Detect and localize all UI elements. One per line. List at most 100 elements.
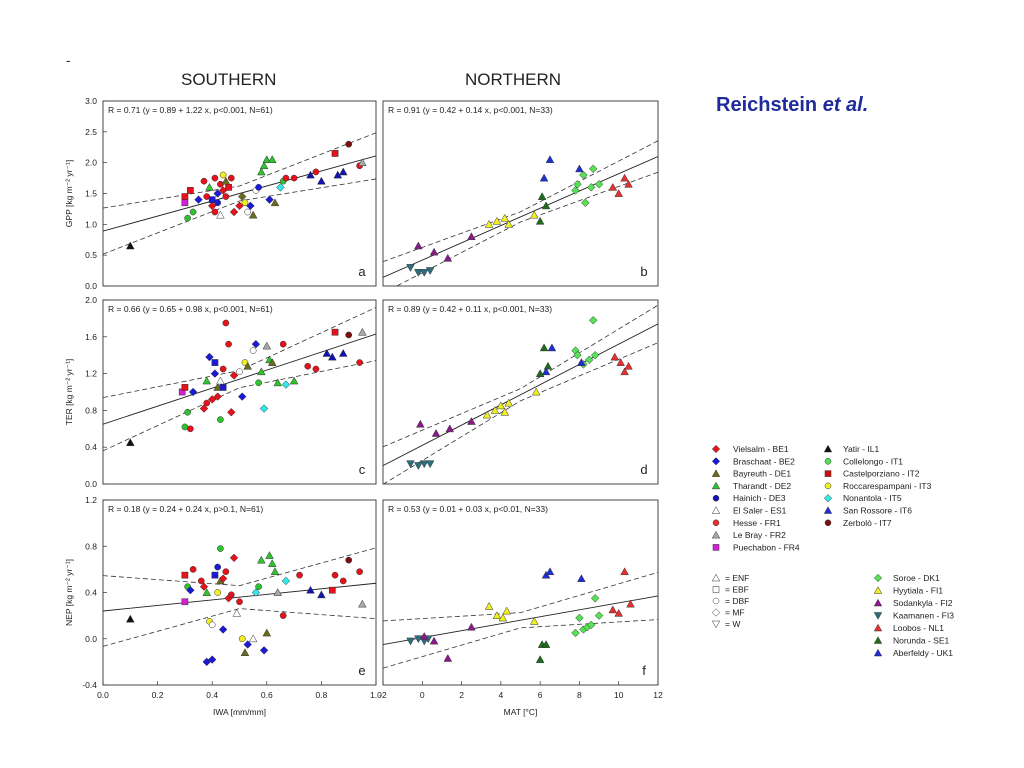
data-point — [217, 545, 224, 552]
data-point — [594, 611, 604, 620]
data-point — [339, 577, 347, 585]
legend-label: Puechabon - FR4 — [733, 542, 800, 552]
data-point — [265, 551, 274, 559]
legend-label: Hainich - DE3 — [733, 493, 786, 503]
panel-label: a — [358, 264, 366, 279]
legend-label: Collelongo - IT1 — [843, 456, 903, 466]
x-tick-label: 4 — [498, 690, 503, 700]
data-point — [267, 155, 277, 163]
data-point — [202, 588, 212, 596]
regression-line — [103, 155, 376, 232]
data-point — [248, 210, 258, 219]
data-point — [406, 637, 415, 646]
x-tick-label: 2 — [459, 690, 464, 700]
data-point — [345, 556, 353, 564]
data-point — [312, 365, 320, 373]
data-point — [257, 167, 266, 176]
panel-frame — [382, 299, 659, 485]
data-point — [219, 171, 227, 179]
data-point — [531, 387, 541, 396]
data-point — [246, 201, 255, 211]
data-points — [126, 319, 367, 446]
data-point — [213, 392, 222, 401]
data-point — [227, 174, 235, 182]
legend-marker — [711, 573, 721, 582]
data-point — [225, 340, 232, 348]
legend-marker — [711, 620, 721, 629]
data-point — [338, 348, 348, 357]
data-points — [126, 140, 367, 250]
legend-label: Norunda - SE1 — [893, 636, 949, 646]
data-point — [504, 219, 514, 228]
x-tick-label: 0 — [420, 690, 425, 700]
data-point — [406, 460, 415, 469]
data-point — [624, 361, 633, 370]
y-tick-label: 1.6 — [85, 332, 97, 342]
data-point — [265, 195, 274, 204]
data-point — [189, 208, 197, 216]
data-point — [218, 625, 228, 634]
panel-c: 0.0 0.4 0.8 1.2 1.6 2.0 TER [kg m⁻² yr⁻¹] R = 0… — [64, 295, 377, 489]
data-point — [232, 608, 242, 617]
confidence-upper — [383, 571, 658, 622]
data-point — [273, 378, 283, 387]
legend-marker — [824, 458, 832, 465]
data-point — [238, 392, 247, 401]
data-point — [616, 358, 625, 366]
legend-label: Bayreuth - DE1 — [733, 469, 791, 479]
data-point — [208, 196, 216, 204]
panel-b: R = 0.91 (y = 0.42 + 0.14 x, p<0.001, N=… — [382, 100, 659, 287]
data-point — [539, 343, 549, 352]
data-point — [529, 617, 539, 625]
legend-marker — [711, 469, 721, 477]
confidence-lower — [383, 342, 658, 484]
data-point — [500, 407, 510, 416]
data-point — [614, 608, 624, 617]
data-point — [331, 571, 339, 579]
legend-marker — [711, 457, 721, 466]
data-point — [208, 621, 216, 629]
data-point — [345, 331, 353, 339]
y-axis-label: GPP [kg m⁻² yr⁻¹] — [64, 160, 74, 227]
regression-line — [103, 333, 376, 425]
data-point — [414, 462, 423, 470]
legend-marker — [873, 636, 883, 644]
data-points — [406, 155, 633, 277]
data-point — [227, 591, 235, 599]
legend-label: Kaamanen - FI3 — [893, 611, 954, 621]
data-point — [419, 269, 429, 277]
data-point — [184, 408, 191, 416]
x-tick-label: 12 — [653, 690, 663, 700]
data-point — [620, 367, 629, 376]
y-tick-label: 2.0 — [85, 158, 97, 168]
panel-frame — [382, 499, 659, 686]
data-point — [251, 588, 261, 597]
data-point — [181, 571, 189, 579]
southern-title: SOUTHERN — [181, 70, 277, 89]
data-point — [610, 352, 620, 361]
data-point — [248, 634, 258, 643]
data-point — [608, 182, 618, 191]
x-tick-label: 10 — [614, 690, 624, 700]
slide-mark: - — [66, 52, 71, 68]
data-point — [328, 352, 337, 361]
data-point — [273, 588, 283, 596]
data-point — [331, 328, 339, 336]
data-point — [238, 635, 246, 643]
legend-label: Hyytiala - FI1 — [893, 586, 943, 596]
legend-marker — [873, 648, 883, 657]
author-name: Reichstein — [716, 94, 818, 116]
panel-label: e — [358, 663, 365, 678]
data-point — [624, 179, 633, 188]
data-point — [312, 168, 320, 176]
data-point — [588, 316, 598, 325]
data-point — [203, 399, 211, 407]
regression-line — [383, 156, 658, 278]
data-point — [222, 193, 230, 200]
data-point — [356, 568, 363, 576]
y-tick-label: 1.5 — [85, 189, 97, 199]
data-point — [181, 199, 189, 207]
y-axis-label: TER [kg m⁻² yr⁻¹] — [64, 359, 74, 426]
data-point — [126, 438, 135, 446]
legend-marker — [824, 482, 832, 490]
